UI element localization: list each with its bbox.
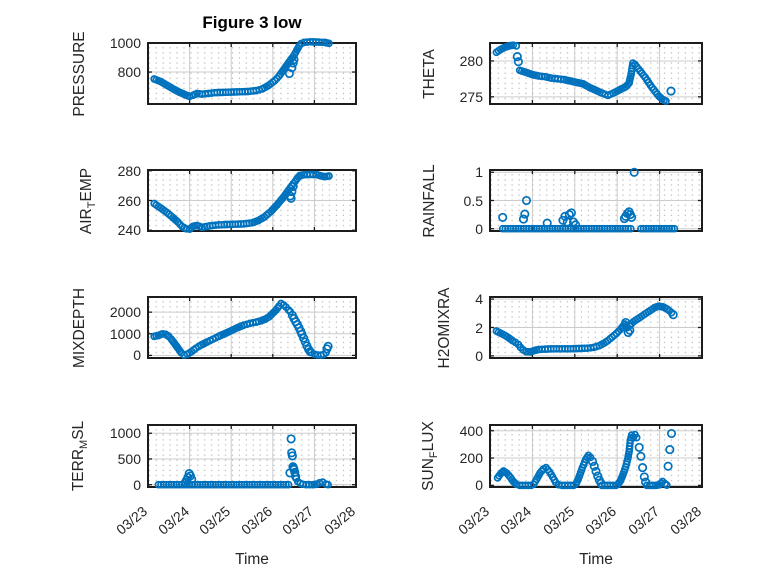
terr-msl-ylabel-subscript: M <box>78 439 91 449</box>
subplot-mixdepth <box>147 296 357 359</box>
air-temp-ytick-280: 280 <box>117 162 141 179</box>
pressure-ytick-800: 800 <box>117 64 141 81</box>
air-temp-ytick-240: 240 <box>117 222 141 239</box>
sun-flux-ytick-0: 0 <box>475 477 483 494</box>
minor-grid-dots <box>148 297 356 358</box>
subplot-rainfall <box>489 167 703 233</box>
minor-grid-dots <box>490 425 702 487</box>
axes-box <box>147 296 357 359</box>
major-gridlines <box>490 297 702 358</box>
sun-flux-ytick-200: 200 <box>459 450 483 467</box>
rainfall-ytick-0.5: 0.5 <box>463 192 483 209</box>
xtick-terr-msl-03-23: 03/23 <box>113 502 151 538</box>
xtick-sun-flux-03-26: 03/26 <box>582 502 620 538</box>
axes-box <box>147 42 357 105</box>
tick-marks <box>147 42 357 104</box>
subplot-terr-msl <box>147 424 357 489</box>
subplot-sun-flux <box>489 424 703 490</box>
theta-ytick-280: 280 <box>459 52 483 69</box>
data-markers <box>150 170 333 234</box>
pressure-ytick-1000: 1000 <box>109 35 141 51</box>
figure-title: Figure 3 low <box>202 13 302 32</box>
data-markers <box>150 299 333 359</box>
sun-flux-ylabel: SUNFLUX <box>419 421 440 491</box>
data-markers <box>498 167 679 233</box>
data-markers <box>492 41 676 105</box>
mixdepth-ytick-2000: 2000 <box>109 304 141 321</box>
terr-msl-ytick-0: 0 <box>133 476 141 493</box>
data-markers <box>492 302 678 356</box>
xtick-terr-msl-03-24: 03/24 <box>154 502 192 538</box>
xtick-sun-flux-03-28: 03/28 <box>667 502 705 538</box>
air-temp-ylabel: AIRTEMP <box>77 167 98 234</box>
mixdepth-ytick-1000: 1000 <box>109 325 141 342</box>
h2omixra-ytick-4: 4 <box>475 291 483 308</box>
subplot-theta <box>489 41 703 105</box>
terr-msl-ytick-500: 500 <box>117 450 141 467</box>
air-temp-ylabel-subscript: T <box>85 201 98 208</box>
xtick-terr-msl-03-26: 03/26 <box>237 502 275 538</box>
minor-grid-dots <box>148 425 356 487</box>
axes-box <box>489 42 703 105</box>
xtick-terr-msl-03-28: 03/28 <box>321 502 359 538</box>
xtick-sun-flux-03-24: 03/24 <box>497 502 535 538</box>
theta-ytick-275: 275 <box>459 88 483 105</box>
tick-marks <box>489 43 703 104</box>
x-axis-label-right: Time <box>579 551 613 568</box>
xtick-sun-flux-03-27: 03/27 <box>624 502 662 538</box>
xtick-sun-flux-03-25: 03/25 <box>539 502 577 538</box>
sun-flux-ylabel-subscript: F <box>427 451 440 459</box>
major-gridlines <box>148 43 356 104</box>
mixdepth-ytick-0: 0 <box>133 347 141 364</box>
rainfall-ylabel: RAINFALL <box>420 163 438 238</box>
h2omixra-ytick-0: 0 <box>475 347 483 364</box>
terr-msl-ylabel: TERRMSL <box>70 420 91 492</box>
data-markers <box>150 37 333 101</box>
subplot-air-temp <box>147 169 357 234</box>
xtick-terr-msl-03-25: 03/25 <box>196 502 234 538</box>
xtick-terr-msl-03-27: 03/27 <box>279 502 317 538</box>
major-gridlines <box>490 43 702 104</box>
x-axis-label-left: Time <box>235 551 269 568</box>
h2omixra-ylabel: H2OMIXRA <box>436 287 454 368</box>
rainfall-ytick-0: 0 <box>475 220 483 237</box>
theta-ylabel: THETA <box>420 48 438 99</box>
subplot-h2omixra <box>489 296 703 359</box>
sun-flux-ytick-400: 400 <box>459 422 483 439</box>
h2omixra-ytick-2: 2 <box>475 319 483 336</box>
data-markers <box>493 428 677 490</box>
air-temp-ytick-260: 260 <box>117 192 141 209</box>
subplot-pressure <box>147 37 357 105</box>
xtick-sun-flux-03-23: 03/23 <box>455 502 493 538</box>
rainfall-ytick-1: 1 <box>475 164 483 181</box>
axes-box <box>489 424 703 488</box>
pressure-ylabel: PRESSURE <box>71 30 89 117</box>
data-markers <box>154 434 332 489</box>
terr-msl-ytick-1000: 1000 <box>109 425 141 442</box>
mixdepth-ylabel: MIXDEPTH <box>71 287 89 368</box>
